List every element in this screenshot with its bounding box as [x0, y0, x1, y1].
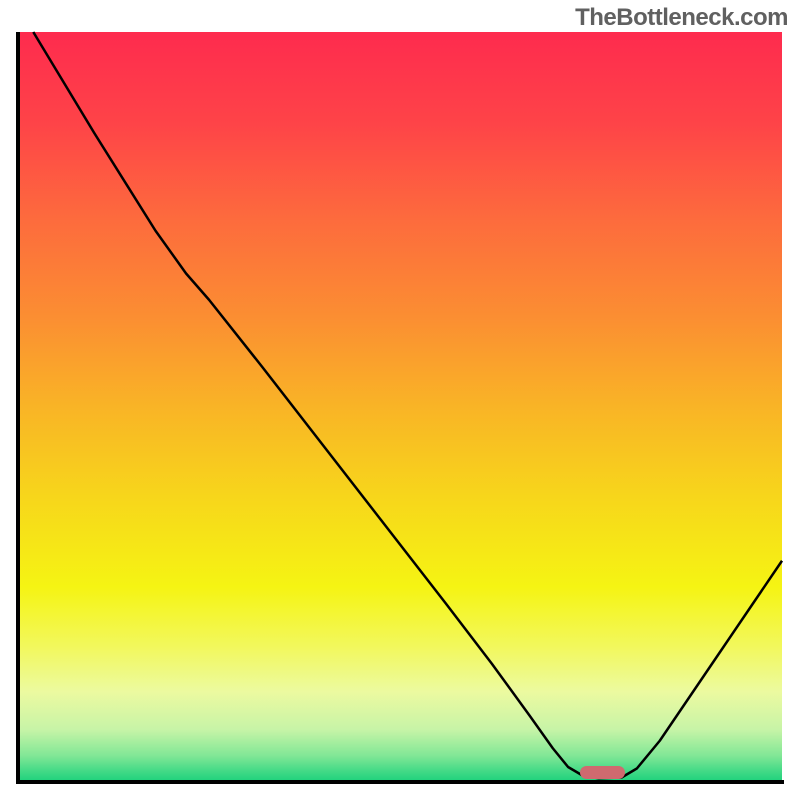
watermark-text: TheBottleneck.com [575, 4, 788, 32]
chart-svg [18, 32, 782, 782]
y-axis-line [16, 32, 20, 784]
optimal-marker [580, 766, 626, 780]
plot-area [18, 32, 782, 782]
bottleneck-curve [33, 32, 782, 778]
x-axis-line [16, 780, 784, 784]
chart-container: TheBottleneck.com [0, 0, 800, 800]
